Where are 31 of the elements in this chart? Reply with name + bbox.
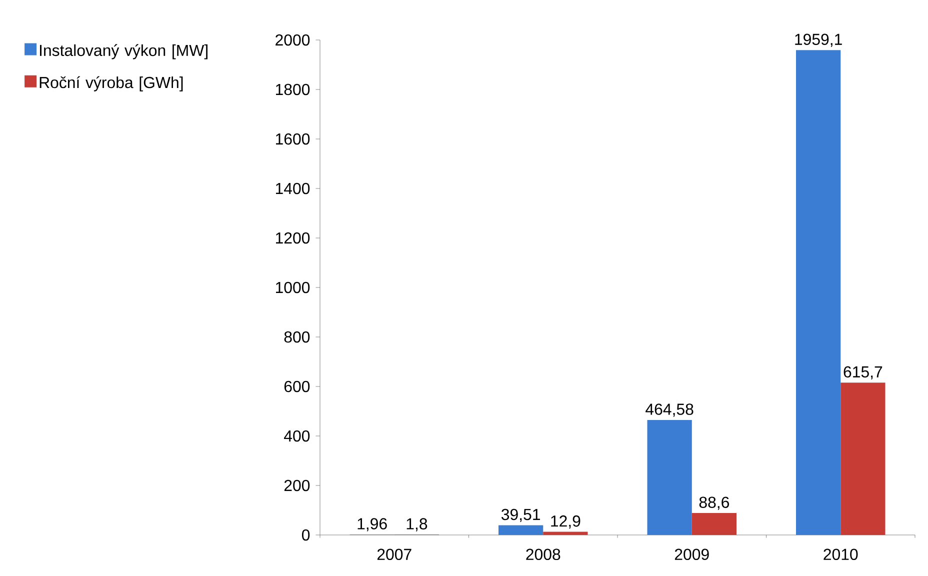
bar [647,420,692,535]
y-tick-label: 800 [284,331,310,343]
bar [692,513,737,535]
data-label: 1959,1 [795,34,842,47]
x-tick-label: 2007 [377,548,412,560]
data-label: 1,96 [358,518,387,532]
legend-label: Roční výroba [GWh] [40,76,183,92]
y-tick-label: 2000 [276,34,310,46]
data-label: 39,51 [501,508,540,522]
y-tick-label: 1200 [276,232,310,244]
bar [840,382,886,535]
y-tick-label: 600 [284,380,310,392]
data-label: 88,6 [699,496,729,510]
data-label: 12,9 [551,515,580,529]
y-tick-label: 1800 [276,84,310,96]
y-tick-label: 400 [284,430,310,442]
y-tick-label: 0 [302,529,310,541]
data-label: 464,58 [646,404,694,417]
x-tick-label: 2009 [674,548,709,560]
y-tick-label: 200 [284,480,310,492]
data-label: 1,8 [406,518,428,532]
x-tick-label: 2010 [824,548,858,560]
bar [796,50,841,535]
y-tick-label: 1000 [276,282,310,294]
y-tick-label: 1600 [276,133,310,145]
legend-label: Instalovaný výkon [MW] [40,44,208,60]
bar [543,532,588,535]
y-tick-label: 1400 [276,182,310,194]
data-label: 615,7 [844,366,882,380]
bar [498,525,544,535]
x-tick-label: 2008 [526,548,560,560]
